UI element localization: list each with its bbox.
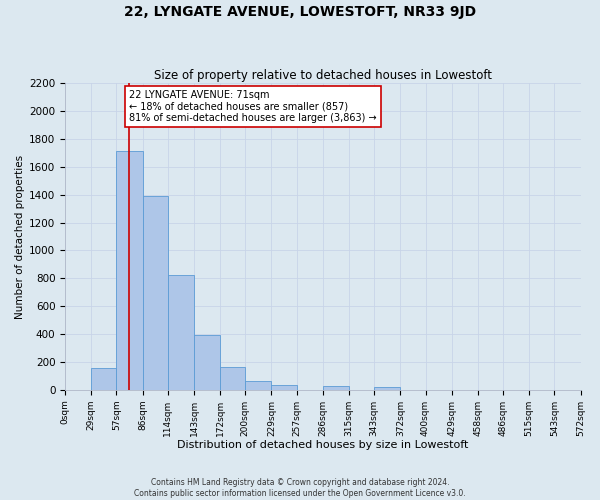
Bar	[271, 385, 296, 390]
Bar	[116, 152, 143, 390]
Bar	[245, 380, 271, 390]
Text: 22 LYNGATE AVENUE: 71sqm
← 18% of detached houses are smaller (857)
81% of semi-: 22 LYNGATE AVENUE: 71sqm ← 18% of detach…	[129, 90, 377, 124]
X-axis label: Distribution of detached houses by size in Lowestoft: Distribution of detached houses by size …	[177, 440, 469, 450]
Bar	[143, 196, 168, 390]
Text: Contains HM Land Registry data © Crown copyright and database right 2024.
Contai: Contains HM Land Registry data © Crown c…	[134, 478, 466, 498]
Title: Size of property relative to detached houses in Lowestoft: Size of property relative to detached ho…	[154, 69, 492, 82]
Bar	[220, 366, 245, 390]
Bar	[91, 368, 116, 390]
Bar	[168, 276, 194, 390]
Bar	[194, 336, 220, 390]
Text: 22, LYNGATE AVENUE, LOWESTOFT, NR33 9JD: 22, LYNGATE AVENUE, LOWESTOFT, NR33 9JD	[124, 5, 476, 19]
Bar	[374, 387, 400, 390]
Bar	[323, 386, 349, 390]
Y-axis label: Number of detached properties: Number of detached properties	[15, 154, 25, 318]
